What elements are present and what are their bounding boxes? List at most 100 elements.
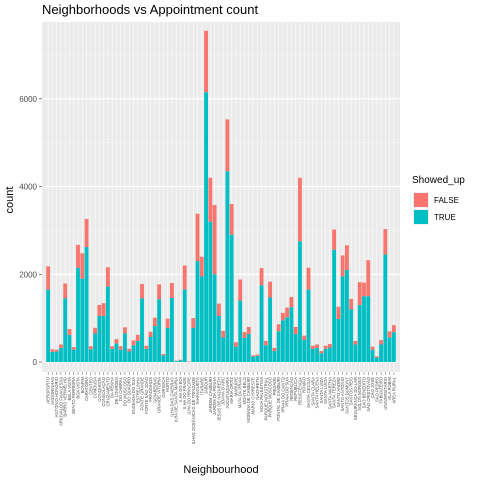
bar-false bbox=[169, 283, 174, 298]
bar-true bbox=[208, 221, 213, 362]
legend-label-true: TRUE bbox=[434, 213, 456, 222]
bar-true bbox=[71, 349, 76, 362]
bar-true bbox=[84, 247, 89, 362]
x-tick-label: SANTO ANDRÉ bbox=[336, 377, 341, 407]
bar-true bbox=[293, 333, 298, 362]
x-tick-label: SÃO CRISTÓVÃO bbox=[366, 376, 371, 411]
bar-true bbox=[50, 351, 55, 362]
bar-true bbox=[310, 348, 315, 362]
bar-false bbox=[131, 340, 136, 346]
bar-false bbox=[165, 318, 170, 328]
bar-true bbox=[114, 343, 119, 362]
bar-false bbox=[315, 344, 319, 348]
x-tick-label: SANTA TEREZA bbox=[332, 377, 337, 408]
bar-false bbox=[71, 347, 76, 350]
x-tick-label: ILHA DE SANTA MARIA bbox=[174, 377, 179, 422]
bar-false bbox=[306, 267, 311, 290]
bar-false bbox=[140, 283, 144, 299]
bar-true bbox=[374, 357, 379, 362]
bar-false bbox=[246, 326, 251, 334]
bar-true bbox=[344, 269, 349, 362]
y-tick-label: 2000 bbox=[19, 270, 37, 279]
bar-false bbox=[285, 307, 290, 318]
bar-true bbox=[63, 298, 68, 362]
x-axis-title: Neighbourhood bbox=[183, 464, 258, 476]
bar-true bbox=[353, 344, 358, 362]
x-tick-label: PARQUE INDUSTRIAL bbox=[263, 376, 268, 420]
bar-false bbox=[234, 342, 238, 347]
x-tick-label: SANTOS REIS bbox=[349, 377, 354, 405]
chart-title: Neighborhoods vs Appointment count bbox=[42, 2, 258, 17]
bar-true bbox=[93, 333, 98, 362]
bar-true bbox=[118, 349, 123, 362]
bar-false bbox=[242, 332, 247, 338]
bar-false bbox=[332, 229, 337, 250]
bar-true bbox=[80, 278, 85, 362]
bar-true bbox=[225, 171, 230, 362]
x-tick-label: MARIA ORTIZ bbox=[229, 377, 234, 404]
bar-true bbox=[387, 337, 392, 362]
x-tick-label: DA PENHA bbox=[110, 377, 115, 398]
bar-false bbox=[259, 268, 264, 286]
x-tick-label: ANDORINHAS bbox=[50, 377, 55, 405]
x-tick-label: MARUÍPE bbox=[233, 377, 238, 396]
x-tick-label: BONFIM bbox=[80, 377, 85, 394]
bar-true bbox=[259, 285, 264, 362]
bar-false bbox=[225, 119, 230, 172]
x-tick-label: JUCUTUQUARA bbox=[225, 377, 230, 409]
bar-true bbox=[191, 327, 196, 362]
bar-true bbox=[144, 348, 149, 362]
bar-false bbox=[46, 266, 51, 290]
bar-false bbox=[157, 284, 162, 300]
bar-false bbox=[84, 218, 89, 248]
bar-true bbox=[302, 340, 307, 362]
bar-true bbox=[238, 300, 243, 362]
x-tick-label: SANTO ANTÔNIO bbox=[340, 376, 345, 411]
x-tick-label: ILHA DAS CAIEIRAS bbox=[169, 377, 174, 417]
bar-false bbox=[216, 303, 221, 316]
bar-false bbox=[63, 283, 68, 299]
bar-true bbox=[101, 315, 106, 362]
bar-false bbox=[118, 346, 123, 350]
bar-true bbox=[268, 297, 273, 362]
x-tick-label: SANTA MARTHA bbox=[327, 377, 332, 409]
bar-false bbox=[293, 326, 298, 334]
bar-true bbox=[110, 348, 115, 362]
bar-true bbox=[276, 331, 281, 362]
bar-false bbox=[357, 282, 362, 305]
bar-true bbox=[169, 297, 174, 362]
x-tick-label: JABOUR bbox=[204, 377, 209, 394]
bar-false bbox=[88, 346, 93, 350]
bar-false bbox=[276, 324, 281, 332]
bar-false bbox=[251, 355, 255, 357]
bar-false bbox=[97, 304, 102, 316]
x-tick-label: ENSEADA DO SUÁ bbox=[131, 377, 136, 414]
bar-false bbox=[349, 298, 354, 310]
bar-false bbox=[310, 345, 315, 349]
bar-false bbox=[374, 356, 379, 358]
bar-false bbox=[383, 229, 388, 255]
x-tick-label: JOANA D´ARC bbox=[221, 377, 226, 405]
bar-true bbox=[161, 355, 166, 362]
legend-title: Showed_up bbox=[412, 175, 465, 186]
bar-true bbox=[315, 347, 319, 362]
x-tick-label: ILHA DO FRADE bbox=[182, 377, 187, 409]
x-tick-label: SEGURANÇA DO LAR bbox=[353, 377, 358, 420]
x-tick-label: ITARARÉ bbox=[199, 377, 204, 395]
x-tick-label: FONTE GRANDE bbox=[140, 377, 145, 410]
x-tick-label: ILHA DO PRÍNCIPE bbox=[186, 377, 191, 415]
bar-true bbox=[323, 348, 328, 362]
bar-false bbox=[340, 255, 345, 277]
bar-true bbox=[298, 241, 302, 362]
bar-true bbox=[362, 296, 366, 362]
bar-true bbox=[127, 351, 132, 362]
x-tick-label: ÁREA RURAL bbox=[391, 376, 396, 403]
x-tick-label: PIEDADE bbox=[272, 377, 277, 396]
bars bbox=[46, 30, 396, 362]
x-tick-label: JESUS DE NAZARETH bbox=[216, 377, 221, 421]
x-tick-label: PARQUE MOSCOSO bbox=[268, 376, 273, 417]
bar-true bbox=[285, 317, 290, 362]
x-tick-label: NOVA PALESTINA bbox=[259, 377, 264, 412]
bar-true bbox=[67, 334, 72, 362]
